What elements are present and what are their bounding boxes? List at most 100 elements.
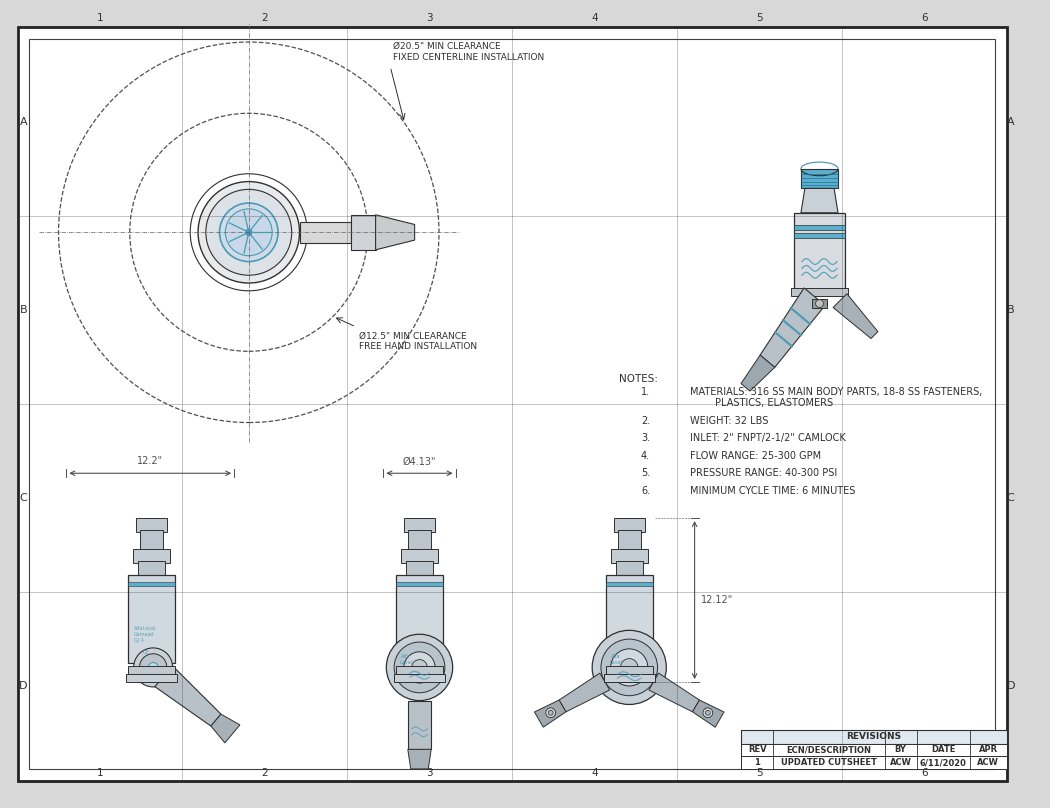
Bar [396,582,443,587]
Polygon shape [801,188,838,213]
Text: REVISIONS: REVISIONS [846,732,902,741]
Bar [606,574,653,663]
Circle shape [206,189,292,276]
Bar [396,574,443,663]
Text: 6.: 6. [640,486,650,496]
Circle shape [546,708,555,718]
Circle shape [394,642,445,692]
Text: 6: 6 [921,768,928,778]
Text: 3: 3 [426,13,433,23]
Bar [741,743,1007,756]
Text: 6/11/2020: 6/11/2020 [920,758,967,767]
Bar [611,549,648,563]
Text: 1: 1 [755,758,760,767]
Text: FLOW RANGE: 25-300 GPM: FLOW RANGE: 25-300 GPM [690,451,821,461]
Bar [615,561,643,574]
Text: A: A [1007,116,1014,127]
Text: D: D [19,681,27,692]
Polygon shape [833,293,878,339]
Bar [126,674,176,682]
Bar [617,530,640,551]
Bar [299,221,351,243]
Text: 12.2": 12.2" [138,457,164,466]
Bar [794,213,845,291]
Polygon shape [741,355,775,391]
Text: Ø4.13": Ø4.13" [403,457,436,466]
Text: ACW: ACW [978,758,1000,767]
Bar [812,299,827,309]
Bar [613,518,645,532]
Polygon shape [559,673,610,712]
Bar [606,667,653,674]
Text: 5: 5 [756,13,762,23]
Text: CE: CE [143,650,149,654]
Bar [604,674,654,682]
Circle shape [226,209,272,255]
Text: MINIMUM CYCLE TIME: 6 MINUTES: MINIMUM CYCLE TIME: 6 MINUTES [690,486,855,496]
Bar [351,215,376,250]
Circle shape [621,659,638,676]
Text: DATE: DATE [931,745,956,755]
Text: REV: REV [748,745,766,755]
Text: D: D [1007,681,1015,692]
Bar [794,234,845,238]
Text: 4: 4 [591,768,597,778]
Text: 5.: 5. [640,469,650,478]
Circle shape [404,652,435,683]
Text: 3.: 3. [640,433,650,444]
Text: UPDATED CUTSHEET: UPDATED CUTSHEET [781,758,877,767]
Text: 1: 1 [97,13,103,23]
Text: Alfa
Laval: Alfa Laval [399,654,413,665]
Circle shape [601,639,657,696]
Polygon shape [154,666,220,726]
Bar [741,730,1007,743]
Text: BY: BY [895,745,906,755]
Text: PRESSURE RANGE: 40-300 PSI: PRESSURE RANGE: 40-300 PSI [690,469,837,478]
Bar [606,582,653,587]
Circle shape [548,710,553,715]
Bar [404,518,435,532]
Text: 2: 2 [261,768,268,778]
Text: Ø20.5" MIN CLEARANCE
FIXED CENTERLINE INSTALLATION: Ø20.5" MIN CLEARANCE FIXED CENTERLINE IN… [393,42,544,61]
Bar [406,561,434,574]
Bar [792,288,847,296]
Text: C: C [20,493,27,503]
Text: 2: 2 [261,13,268,23]
Bar [794,225,845,230]
Text: 5: 5 [756,768,762,778]
Bar [128,667,174,674]
Text: B: B [20,305,27,315]
Text: C: C [1007,493,1014,503]
Text: Alfa
Laval: Alfa Laval [609,654,622,665]
Bar [138,561,165,574]
Text: 12.12": 12.12" [700,595,733,605]
Polygon shape [534,700,566,727]
Bar [140,530,163,551]
Polygon shape [693,700,724,727]
Text: Ø12.5" MIN CLEARANCE
FREE HAND INSTALLATION: Ø12.5" MIN CLEARANCE FREE HAND INSTALLAT… [359,332,477,351]
Bar [132,549,170,563]
Polygon shape [760,288,825,368]
Bar [741,756,1007,769]
Circle shape [219,203,278,262]
Bar [135,518,167,532]
Text: INLET: 2" FNPT/2-1/2" CAMLOCK: INLET: 2" FNPT/2-1/2" CAMLOCK [690,433,845,444]
Bar [401,549,438,563]
Text: 1.: 1. [640,387,650,398]
Circle shape [592,630,667,705]
Bar [128,582,174,587]
Text: PLASTICS, ELASTOMERS: PLASTICS, ELASTOMERS [690,398,833,408]
Circle shape [148,663,159,672]
Polygon shape [407,749,432,769]
Text: A: A [20,116,27,127]
Text: 1: 1 [97,768,103,778]
Text: APR: APR [979,745,997,755]
Circle shape [140,654,167,681]
Bar [394,674,445,682]
Circle shape [611,649,648,686]
Circle shape [198,182,299,283]
Text: WEIGHT: 32 LBS: WEIGHT: 32 LBS [690,415,769,426]
Text: ECN/DESCRIPTION: ECN/DESCRIPTION [786,745,872,755]
Text: 4: 4 [591,13,597,23]
Circle shape [386,634,453,701]
